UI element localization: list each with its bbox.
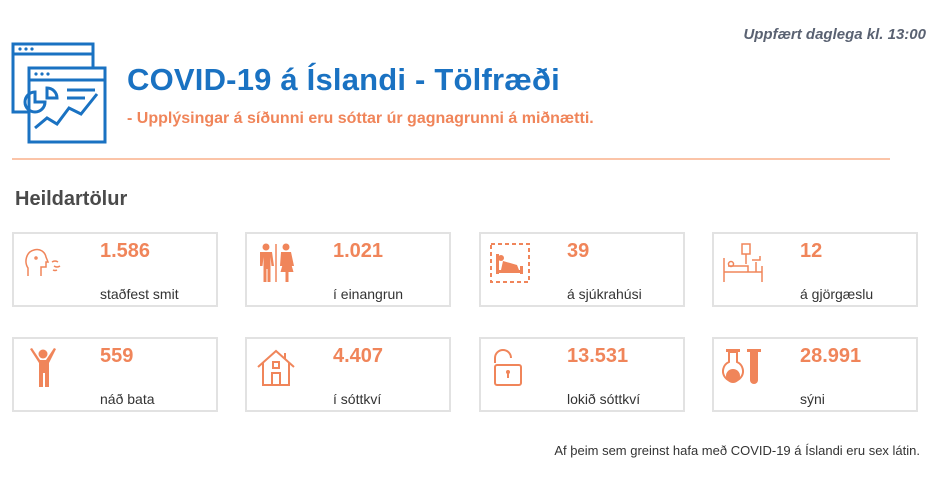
stat-value: 559 xyxy=(100,345,134,367)
stat-card-quarantine: 4.407 í sóttkví xyxy=(245,337,451,412)
stat-label: í einangrun xyxy=(333,286,404,302)
house-icon xyxy=(257,349,295,386)
stat-value: 39 xyxy=(567,240,590,262)
stat-label: náð bata xyxy=(100,391,155,407)
stat-card-isolation: 1.021 í einangrun xyxy=(245,232,451,307)
page-subtitle: - Upplýsingar á síðunni eru sóttar úr ga… xyxy=(127,110,594,127)
stat-value: 12 xyxy=(800,240,823,262)
stat-value: 13.531 xyxy=(567,345,629,367)
stat-label: staðfest smit xyxy=(100,286,179,302)
statistics-dashboard-icon xyxy=(11,42,107,144)
stat-value: 1.586 xyxy=(100,240,151,262)
stat-label: á gjörgæslu xyxy=(800,286,874,302)
stat-card-quarantine-finished: 13.531 lokið sóttkví xyxy=(479,337,685,412)
page-title: COVID-19 á Íslandi - Tölfræði xyxy=(127,62,560,97)
section-title: Heildartölur xyxy=(15,188,128,210)
unlocked-padlock-icon xyxy=(494,349,522,386)
stat-label: á sjúkrahúsi xyxy=(567,286,642,302)
person-recovered-icon xyxy=(30,348,56,387)
stat-value: 1.021 xyxy=(333,240,384,262)
update-notice: Uppfært daglega kl. 13:00 xyxy=(743,26,926,43)
people-icon xyxy=(260,243,294,282)
stat-label: í sóttkví xyxy=(333,391,382,407)
stat-card-samples: 28.991 sýni xyxy=(712,337,918,412)
test-tubes-icon xyxy=(722,349,761,384)
stat-label: sýni xyxy=(800,391,825,407)
stat-card-hospital: 39 á sjúkrahúsi xyxy=(479,232,685,307)
icu-bed-icon xyxy=(723,243,763,282)
deaths-note: Af þeim sem greinst hafa með COVID-19 á … xyxy=(554,443,920,458)
stat-value: 28.991 xyxy=(800,345,862,367)
stat-label: lokið sóttkví xyxy=(567,391,641,407)
stat-card-icu: 12 á gjörgæslu xyxy=(712,232,918,307)
stat-value: 4.407 xyxy=(333,345,384,367)
person-cough-icon xyxy=(25,248,61,276)
stat-card-confirmed: 1.586 staðfest smit xyxy=(12,232,218,307)
hospital-bed-icon xyxy=(490,243,530,283)
header-divider xyxy=(12,158,890,160)
stat-card-recovered: 559 náð bata xyxy=(12,337,218,412)
